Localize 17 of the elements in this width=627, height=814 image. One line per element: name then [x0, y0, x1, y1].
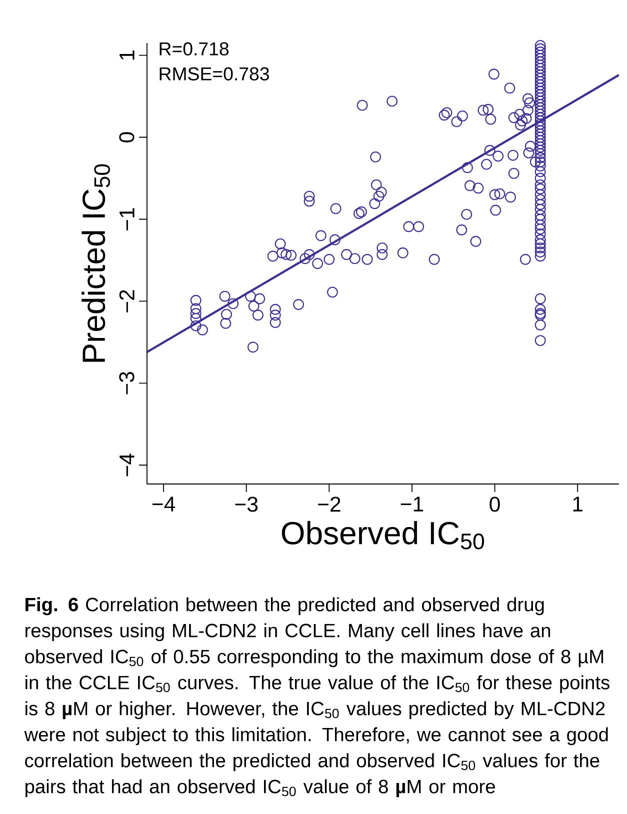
y-tick-label: −2 [119, 290, 134, 312]
y-axis-title: Predicted IC$_{50}$ [82, 164, 110, 362]
annotation: RMSE=0.783 [160, 67, 269, 80]
x-tick-label: −3 [235, 496, 258, 512]
x-tick-label: 0 [490, 496, 500, 512]
x-tick-label: 1 [573, 496, 582, 512]
x-tick-label: −4 [152, 496, 176, 512]
y-tick-label: −4 [120, 454, 134, 476]
y-tick-label: 0 [119, 132, 134, 142]
annotation: R=0.718 [160, 42, 229, 56]
y-tick-label: −3 [119, 372, 134, 394]
x-tick-label: −2 [318, 496, 340, 512]
y-tick-label: 1 [120, 50, 134, 60]
x-tick-label: −1 [400, 496, 424, 512]
y-tick-label: −1 [120, 208, 134, 230]
text: Fig. 6 Correlation between the predicted and observed drug responses using ML-CDN2 in CCLE. Many cell lines have an observed IC$_{50}$ of 0.55 corresponding to the maximum dose of 8 µM in the CCLE IC$_{50}$ curves. The true value of the IC$_{50}$ for these points is 8 µM or higher. However, the IC$_{50}$ values predicted by ML-CDN2 were not subject to this limitation. Therefore, we cannot see a good correlation between the predicted and observed IC$_{50}$ values for the pairs that had an observed IC$_{50}$ value of 8 µM or more [24, 597, 610, 798]
x-axis-title: Observed IC$_{50}$ [282, 520, 484, 550]
